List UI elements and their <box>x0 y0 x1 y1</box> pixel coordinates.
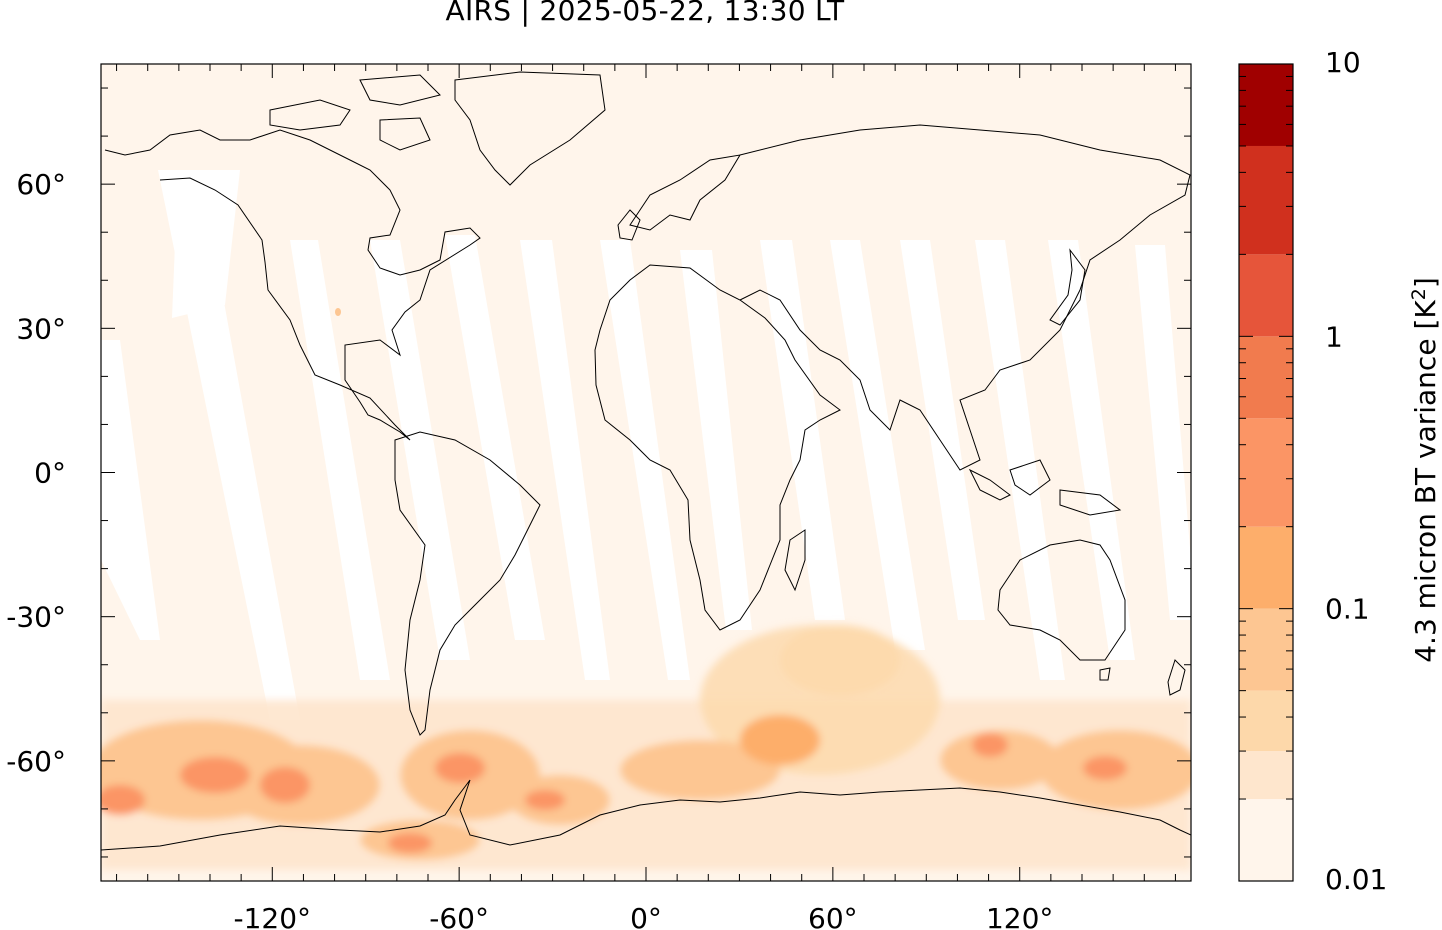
lon-tick-label: 120° <box>986 902 1053 930</box>
colorbar-level <box>1239 336 1293 419</box>
colorbar-level <box>1239 751 1293 800</box>
colorbar-tick-label: 0.01 <box>1325 863 1387 896</box>
colorbar-tick-label: 1 <box>1325 320 1343 353</box>
colorbar-level <box>1239 690 1293 752</box>
colorbar-level <box>1239 526 1293 609</box>
lon-tick-label: -120° <box>234 902 312 930</box>
lat-tick-label: 30° <box>16 312 66 345</box>
colorbar-level <box>1239 608 1293 691</box>
colorbar <box>1239 64 1293 881</box>
colorbar-label: 4.3 micron BT variance [K2] <box>1407 277 1442 663</box>
coastlines <box>101 71 1191 851</box>
map-title: AIRS | 2025-05-22, 13:30 LT <box>445 0 845 27</box>
lon-tick-label: 0° <box>630 902 662 930</box>
map-tick-labels: -120° -60° 0° 60° 120° 60° 30° 0° -30° -60° <box>6 168 1053 930</box>
lat-tick-label: 0° <box>34 457 66 490</box>
lon-tick-label: 60° <box>808 902 858 930</box>
colorbar-level <box>1239 254 1293 337</box>
colorbar-tick-label: 0.1 <box>1325 593 1370 626</box>
variance-field <box>101 308 1191 870</box>
colorbar-ticks: 10 1 0.1 0.01 <box>1239 46 1387 896</box>
colorbar-level <box>1239 418 1293 527</box>
lat-tick-label: -30° <box>6 601 66 634</box>
colorbar-level <box>1239 145 1293 255</box>
colorbar-level <box>1239 799 1293 881</box>
data-gap-swaths <box>101 170 1191 720</box>
colorbar-level <box>1239 64 1293 146</box>
colorbar-tick-label: 10 <box>1325 46 1361 79</box>
lat-tick-label: -60° <box>6 745 66 778</box>
lon-tick-label: -60° <box>429 902 489 930</box>
map-ticks <box>101 64 1191 881</box>
colorbar-frame <box>1238 63 1294 882</box>
lat-tick-label: 60° <box>16 168 66 201</box>
